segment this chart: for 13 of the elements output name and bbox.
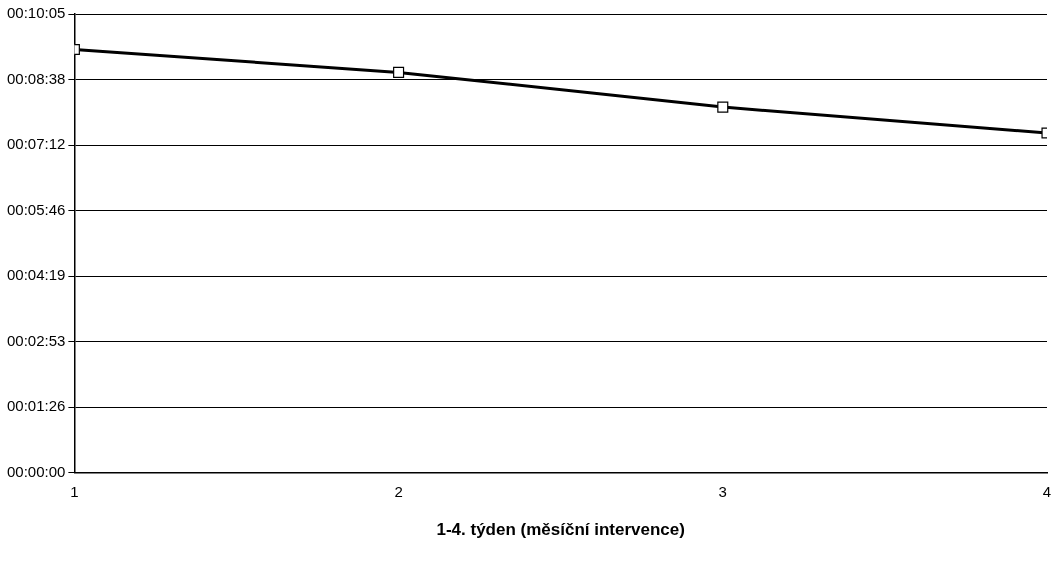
y-tick-label: 00:02:53 [7,331,66,349]
y-tick-label: 00:08:38 [7,69,66,87]
y-tick-label: 00:05:46 [7,200,66,218]
y-tick-label: 00:04:19 [7,266,66,284]
x-tick-label: 1 [70,482,79,500]
y-tick-label: 00:10:05 [7,4,66,22]
y-tick-label: 00:00:00 [7,462,66,480]
y-tick-label: 00:01:26 [7,397,66,415]
x-tick-label: 3 [718,482,727,500]
x-tick-label: 2 [394,482,403,500]
x-tick-label: 4 [1042,482,1052,500]
x-axis-title: 1-4. týden (měsíční intervence) [436,520,685,540]
y-tick-label: 00:07:12 [7,135,66,153]
